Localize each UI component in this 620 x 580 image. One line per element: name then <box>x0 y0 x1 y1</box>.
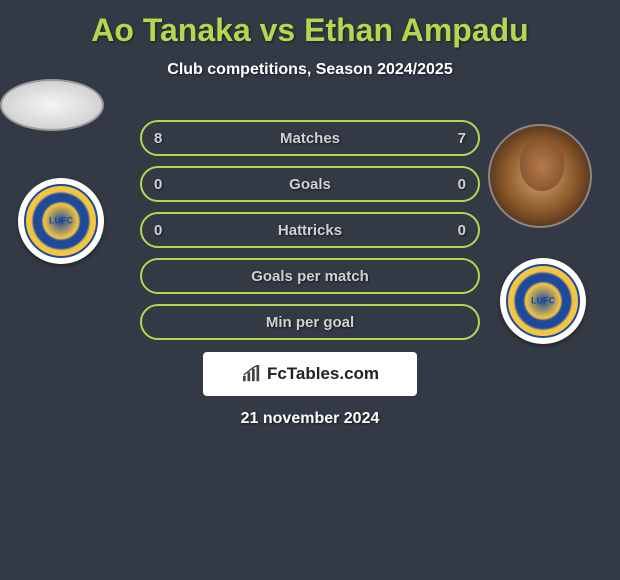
comparison-date: 21 november 2024 <box>0 410 620 428</box>
stats-container: 8 Matches 7 0 Goals 0 0 Hattricks 0 Goal… <box>140 120 480 350</box>
player-right-avatar <box>488 124 592 228</box>
chart-icon <box>241 365 263 383</box>
comparison-title: Ao Tanaka vs Ethan Ampadu <box>0 0 620 49</box>
stat-left-value: 0 <box>154 176 162 193</box>
stat-row-min-per-goal: Min per goal <box>140 304 480 340</box>
stat-right-value: 7 <box>458 130 466 147</box>
watermark-box: FcTables.com <box>203 352 417 396</box>
stat-left-value: 8 <box>154 130 162 147</box>
club-badge-right-inner: LUFC <box>506 264 580 338</box>
club-badge-left: LUFC <box>18 178 104 264</box>
stat-label: Matches <box>280 130 340 147</box>
stat-left-value: 0 <box>154 222 162 239</box>
stat-label: Min per goal <box>266 314 354 331</box>
watermark-text: FcTables.com <box>267 364 379 384</box>
stat-row-goals-per-match: Goals per match <box>140 258 480 294</box>
club-badge-right: LUFC <box>500 258 586 344</box>
stat-row-matches: 8 Matches 7 <box>140 120 480 156</box>
comparison-subtitle: Club competitions, Season 2024/2025 <box>0 61 620 79</box>
stat-row-hattricks: 0 Hattricks 0 <box>140 212 480 248</box>
stat-right-value: 0 <box>458 222 466 239</box>
stat-label: Goals per match <box>251 268 369 285</box>
stat-right-value: 0 <box>458 176 466 193</box>
club-badge-left-text: LUFC <box>49 217 73 226</box>
stat-label: Goals <box>289 176 331 193</box>
stat-label: Hattricks <box>278 222 342 239</box>
stat-row-goals: 0 Goals 0 <box>140 166 480 202</box>
player-left-avatar <box>0 79 104 131</box>
club-badge-left-inner: LUFC <box>24 184 98 258</box>
club-badge-right-text: LUFC <box>531 297 555 306</box>
